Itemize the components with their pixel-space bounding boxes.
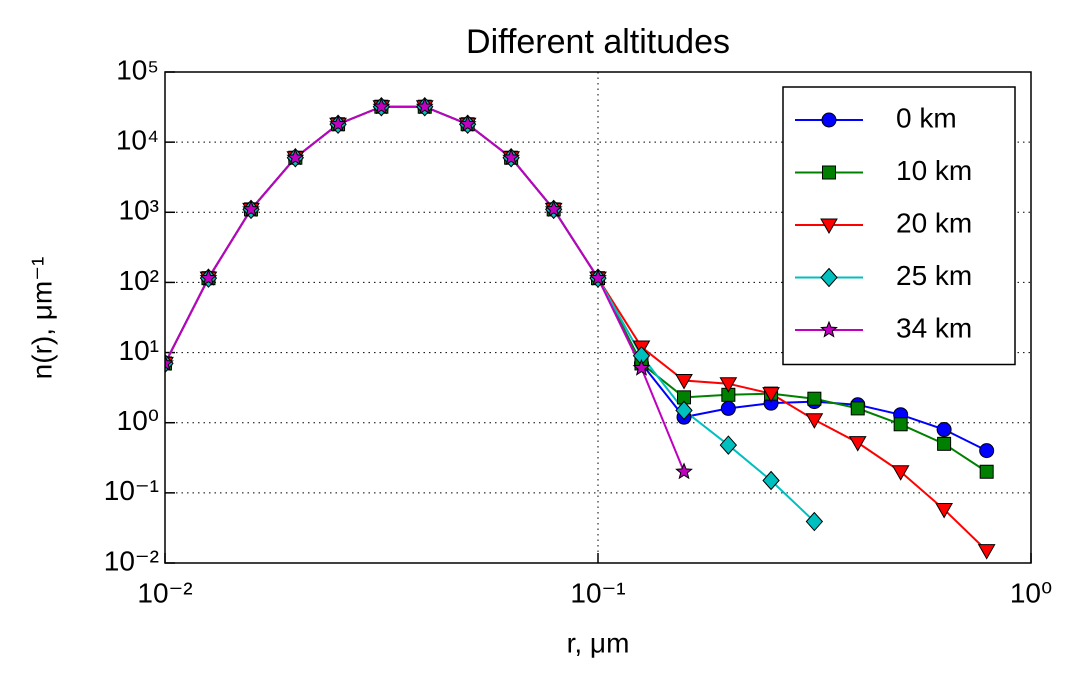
marker bbox=[675, 373, 693, 390]
marker bbox=[589, 268, 607, 286]
y-tick-label: 10² bbox=[119, 265, 159, 296]
y-tick-label: 10⁴ bbox=[116, 125, 159, 156]
marker bbox=[820, 218, 838, 235]
marker bbox=[372, 97, 391, 115]
marker bbox=[891, 465, 910, 481]
legend-label: 25 km bbox=[896, 260, 972, 291]
marker bbox=[848, 436, 867, 452]
marker bbox=[820, 320, 838, 338]
marker bbox=[807, 391, 822, 406]
marker bbox=[415, 97, 434, 115]
marker bbox=[822, 165, 836, 180]
marker bbox=[821, 112, 837, 128]
chart-title: Different altitudes bbox=[466, 23, 730, 61]
marker bbox=[286, 148, 305, 166]
x-tick-label: 10⁰ bbox=[1010, 577, 1052, 608]
marker bbox=[242, 200, 260, 217]
y-axis-label: n(r), μm⁻¹ bbox=[26, 257, 57, 380]
x-tick-label: 10⁻¹ bbox=[570, 577, 625, 608]
x-tick-label: 10⁻² bbox=[137, 577, 192, 608]
x-axis-label: r, μm bbox=[567, 627, 630, 658]
marker bbox=[762, 387, 780, 403]
marker bbox=[675, 400, 693, 421]
marker bbox=[850, 401, 865, 416]
y-tick-label: 10⁵ bbox=[116, 54, 159, 85]
marker bbox=[199, 268, 218, 286]
marker bbox=[936, 422, 952, 438]
marker bbox=[632, 358, 651, 376]
y-tick-label: 10⁻² bbox=[104, 545, 159, 576]
marker bbox=[820, 267, 838, 288]
marker bbox=[329, 114, 347, 132]
marker bbox=[544, 200, 563, 217]
marker bbox=[937, 436, 952, 451]
legend-label: 34 km bbox=[896, 312, 972, 343]
y-tick-label: 10⁻¹ bbox=[104, 475, 159, 506]
legend: 0 km 10 km 20 km 25 km 34 km bbox=[782, 86, 1016, 366]
marker bbox=[805, 413, 824, 429]
series-line bbox=[165, 105, 816, 523]
plot-frame bbox=[164, 71, 1032, 564]
marker bbox=[979, 464, 994, 479]
marker bbox=[719, 435, 738, 455]
marker bbox=[720, 400, 736, 416]
marker bbox=[165, 354, 174, 372]
marker bbox=[805, 511, 824, 532]
legend-label: 0 km bbox=[896, 102, 957, 133]
marker bbox=[502, 148, 521, 166]
marker bbox=[675, 462, 693, 480]
series-line bbox=[165, 105, 685, 473]
y-tick-label: 10¹ bbox=[119, 335, 159, 366]
legend-label: 10 km bbox=[896, 155, 972, 186]
y-tick-label: 10³ bbox=[119, 195, 159, 226]
marker bbox=[893, 417, 908, 432]
marker bbox=[935, 502, 953, 519]
marker bbox=[977, 544, 996, 560]
marker bbox=[719, 377, 738, 393]
legend-label: 20 km bbox=[896, 207, 972, 238]
marker bbox=[762, 470, 780, 491]
y-tick-label: 10⁰ bbox=[117, 405, 159, 436]
marker bbox=[979, 443, 995, 459]
marker bbox=[458, 114, 477, 132]
plot-area bbox=[165, 96, 996, 560]
